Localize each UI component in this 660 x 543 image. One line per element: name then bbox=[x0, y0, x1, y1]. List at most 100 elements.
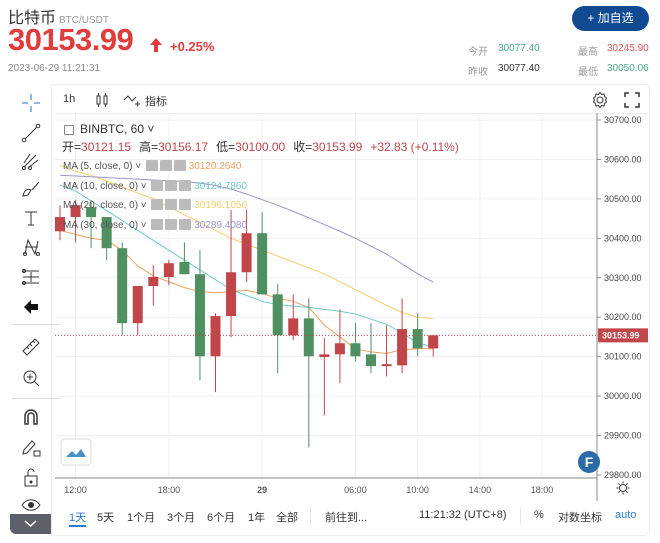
candle-body bbox=[303, 318, 314, 357]
prev-close-label: 昨收 bbox=[468, 67, 488, 78]
x-tick-label: 12:00 bbox=[64, 485, 87, 495]
crosshair-icon[interactable] bbox=[20, 92, 42, 114]
ma-label: MA (5, close, 0) bbox=[63, 161, 133, 172]
timestamp: 2023-06-29 11:21:31 bbox=[8, 63, 101, 74]
percent-button[interactable]: % bbox=[534, 509, 544, 521]
ma-legend-ma10[interactable]: MA (10, close, 0) ˅ 30124.7860 bbox=[63, 179, 248, 192]
interval-button[interactable]: 1h bbox=[63, 93, 76, 105]
hide-icon[interactable] bbox=[145, 160, 158, 171]
brush-icon[interactable] bbox=[20, 178, 42, 200]
ma-value: 30124.7860 bbox=[194, 180, 248, 192]
y-tick-label: 30100.00 bbox=[604, 352, 642, 362]
high-value: 30245.90 bbox=[607, 43, 649, 54]
candle-body bbox=[101, 217, 112, 249]
toolbar-divider bbox=[12, 398, 60, 399]
text-icon[interactable] bbox=[20, 207, 42, 229]
y-tick-label: 30400.00 bbox=[604, 233, 642, 243]
settings-icon[interactable] bbox=[591, 91, 609, 109]
eye-icon[interactable] bbox=[20, 494, 42, 516]
ma10-line bbox=[59, 184, 434, 348]
remove-icon[interactable] bbox=[173, 160, 186, 171]
add-watchlist-button[interactable]: + 加自选 bbox=[572, 6, 649, 31]
x-tick-label: 29 bbox=[257, 485, 267, 495]
candlestick-chart[interactable]: 30700.00 30600.00 30500.00 30400.00 30300.00… bbox=[55, 113, 650, 501]
y-tick-label: 30600.00 bbox=[604, 154, 642, 164]
log-scale-button[interactable]: 对数坐标 bbox=[558, 512, 602, 524]
magnet-icon[interactable] bbox=[20, 406, 42, 428]
toolbar-divider bbox=[12, 324, 60, 325]
settings-icon[interactable] bbox=[165, 179, 178, 191]
candle-body bbox=[412, 329, 423, 349]
ohlc-key: 收= bbox=[293, 140, 313, 154]
high-label: 最高 bbox=[578, 47, 598, 58]
y-tick-label: 29800.00 bbox=[604, 470, 642, 480]
range-6[interactable]: 全部 bbox=[276, 512, 298, 524]
drawing-toolbar bbox=[10, 84, 60, 536]
measure-range-icon[interactable] bbox=[20, 266, 42, 288]
range-2[interactable]: 1个月 bbox=[127, 512, 156, 524]
ruler-icon[interactable] bbox=[20, 336, 42, 358]
candle-body bbox=[226, 272, 237, 317]
range-0[interactable]: 1天 bbox=[69, 509, 87, 527]
range-3[interactable]: 3个月 bbox=[167, 512, 196, 524]
back-arrow-icon[interactable] bbox=[20, 296, 42, 318]
chart-toolbar: 1h 指标 bbox=[55, 86, 647, 114]
ma-value: 30289.4080 bbox=[194, 219, 248, 231]
symbol-label: BINBTC, 60 bbox=[80, 122, 145, 136]
ohlc-value: 30153.99 bbox=[312, 140, 363, 154]
range-1[interactable]: 5天 bbox=[97, 512, 115, 524]
candle-body bbox=[163, 263, 174, 277]
candle-body bbox=[381, 364, 392, 367]
remove-icon[interactable] bbox=[179, 218, 192, 230]
trend-line-icon[interactable] bbox=[20, 122, 42, 144]
candle-body bbox=[210, 316, 221, 357]
logo-badge-icon bbox=[578, 451, 600, 473]
candle-body bbox=[366, 354, 376, 367]
fullscreen-icon[interactable] bbox=[623, 91, 641, 109]
indicators-button[interactable]: 指标 bbox=[145, 96, 167, 108]
range-5[interactable]: 1年 bbox=[248, 512, 266, 524]
legend-symbol: BINBTC, 60 ˅ bbox=[62, 122, 154, 136]
auto-scale-button[interactable]: auto bbox=[615, 509, 637, 521]
tradingview-logo bbox=[60, 438, 92, 466]
hide-icon[interactable] bbox=[151, 218, 164, 230]
ma-label: MA (10, close, 0) bbox=[63, 180, 139, 192]
candle-body bbox=[194, 274, 205, 357]
hide-icon[interactable] bbox=[151, 199, 164, 210]
settings-icon[interactable] bbox=[165, 199, 178, 210]
indicators-icon[interactable] bbox=[123, 92, 141, 108]
pitchfork-icon[interactable] bbox=[20, 150, 42, 172]
unlock-icon[interactable] bbox=[20, 466, 42, 488]
range-4[interactable]: 6个月 bbox=[207, 512, 236, 524]
pattern-icon[interactable] bbox=[20, 236, 42, 258]
candle-body bbox=[148, 276, 159, 287]
candle-type-icon[interactable] bbox=[95, 92, 109, 108]
candle-body bbox=[397, 329, 408, 366]
time-settings-icon[interactable] bbox=[616, 481, 630, 495]
ma-legend-ma30[interactable]: MA (30, close, 0) ˅ 30289.4080 bbox=[63, 218, 248, 231]
collapse-toolbar-button[interactable] bbox=[10, 514, 51, 534]
settings-icon[interactable] bbox=[165, 218, 178, 230]
candle-body bbox=[86, 207, 97, 218]
remove-icon[interactable] bbox=[179, 179, 192, 191]
collapse-legend-icon[interactable] bbox=[64, 125, 74, 135]
lock-drawing-icon[interactable] bbox=[20, 436, 42, 458]
price-change: +0.25% bbox=[170, 39, 215, 54]
ma-legend-ma5[interactable]: MA (5, close, 0) ˅ 30120.2640 bbox=[63, 160, 242, 172]
ma-label: MA (30, close, 0) bbox=[63, 219, 139, 231]
remove-icon[interactable] bbox=[179, 199, 192, 210]
x-tick-label: 06:00 bbox=[344, 485, 367, 495]
settings-icon[interactable] bbox=[159, 160, 172, 171]
low-value: 30050.06 bbox=[607, 63, 649, 74]
candle-body bbox=[70, 205, 81, 218]
divider bbox=[310, 507, 311, 525]
ohlc-value: 30121.15 bbox=[81, 140, 132, 154]
zoom-in-icon[interactable] bbox=[20, 367, 42, 389]
candle-body bbox=[117, 248, 128, 324]
hide-icon[interactable] bbox=[151, 179, 164, 191]
goto-button[interactable]: 前往到... bbox=[325, 512, 368, 524]
ma-value: 30120.2640 bbox=[188, 161, 242, 172]
ma-legend-ma20[interactable]: MA (20, close, 0) ˅ 30196.1050 bbox=[63, 199, 248, 211]
logo-letter: F bbox=[585, 454, 594, 470]
last-price-label: 30153.99 bbox=[602, 330, 640, 340]
